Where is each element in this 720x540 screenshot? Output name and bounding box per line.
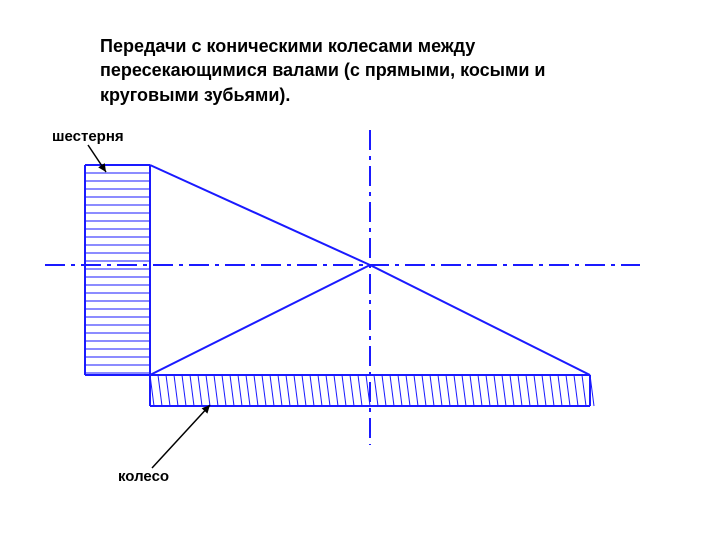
- bevel-gear-diagram: [0, 0, 720, 540]
